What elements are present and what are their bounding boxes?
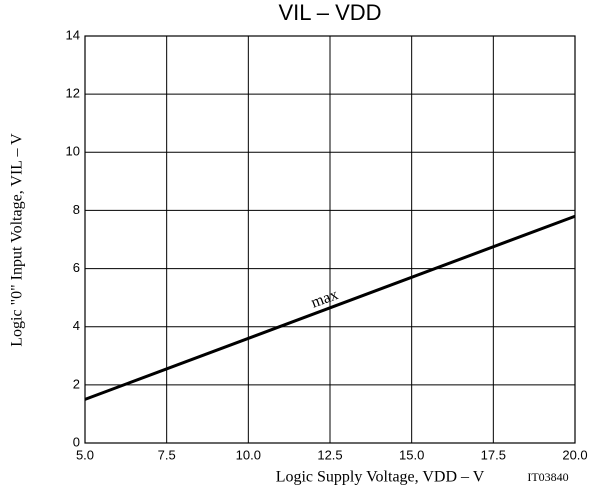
x-axis-label: Logic Supply Voltage, VDD – V — [276, 469, 485, 486]
figure-code: IT03840 — [527, 470, 568, 484]
x-tick-label: 7.5 — [158, 447, 176, 462]
plot-frame — [84, 35, 576, 444]
x-tick-label: 10.0 — [236, 447, 261, 462]
x-tick-label: 12.5 — [317, 447, 342, 462]
y-tick-label: 6 — [73, 260, 80, 275]
x-tick-label: 17.5 — [481, 447, 506, 462]
y-tick-label: 12 — [66, 86, 80, 101]
y-axis-label: Logic "0" Input Voltage, VIL – V — [9, 133, 26, 347]
y-tick-label: 10 — [66, 144, 80, 159]
y-tick-label: 4 — [73, 318, 80, 333]
y-tick-label: 2 — [73, 376, 80, 391]
x-tick-label: 5.0 — [76, 447, 94, 462]
x-tick-label: 20.0 — [562, 447, 587, 462]
line-annotation: max — [309, 286, 341, 312]
data-line — [84, 214, 576, 401]
x-tick-label: 15.0 — [399, 447, 424, 462]
y-tick-label: 14 — [66, 27, 80, 42]
y-tick-label: 8 — [73, 202, 80, 217]
chart-title: VIL – VDD — [278, 0, 381, 25]
y-tick-label: 0 — [73, 434, 80, 449]
